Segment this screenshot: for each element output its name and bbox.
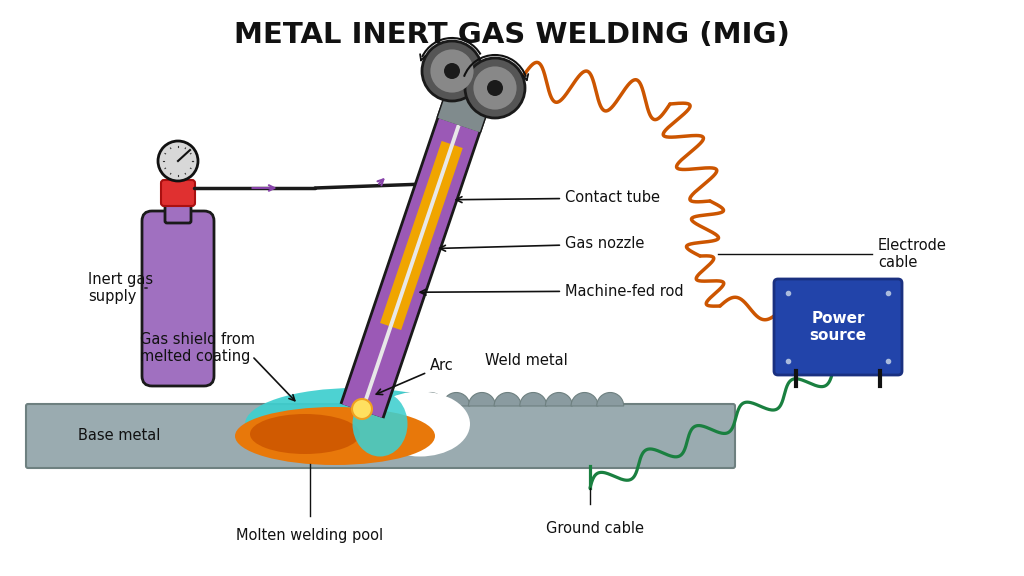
Circle shape: [158, 141, 198, 181]
Wedge shape: [468, 392, 496, 406]
Circle shape: [422, 41, 482, 101]
Wedge shape: [442, 392, 470, 406]
Text: Base metal: Base metal: [78, 429, 161, 444]
Ellipse shape: [250, 414, 360, 454]
Circle shape: [430, 50, 473, 93]
Circle shape: [487, 80, 503, 96]
FancyBboxPatch shape: [26, 404, 735, 468]
Wedge shape: [495, 392, 521, 406]
Circle shape: [444, 63, 460, 79]
Text: Molten welding pool: Molten welding pool: [237, 528, 384, 543]
Text: Power
source: Power source: [809, 311, 866, 343]
Text: Inert gas
supply: Inert gas supply: [88, 272, 154, 304]
Text: Arc: Arc: [376, 358, 454, 395]
FancyBboxPatch shape: [142, 211, 214, 386]
Wedge shape: [417, 392, 444, 406]
Ellipse shape: [352, 392, 408, 457]
Text: METAL INERT GAS WELDING (MIG): METAL INERT GAS WELDING (MIG): [234, 21, 790, 49]
FancyBboxPatch shape: [774, 279, 902, 375]
Wedge shape: [546, 392, 572, 406]
Circle shape: [352, 399, 372, 419]
Circle shape: [465, 58, 525, 118]
Text: Contact tube: Contact tube: [456, 191, 660, 206]
FancyBboxPatch shape: [161, 180, 195, 206]
Wedge shape: [597, 392, 624, 406]
Text: Gas shield from
melted coating: Gas shield from melted coating: [140, 332, 255, 364]
Wedge shape: [571, 392, 598, 406]
Text: Electrode
cable: Electrode cable: [878, 238, 947, 270]
Text: Ground cable: Ground cable: [546, 521, 644, 536]
FancyBboxPatch shape: [165, 201, 191, 223]
Circle shape: [473, 66, 516, 109]
Text: Weld metal: Weld metal: [485, 353, 567, 368]
Text: Machine-fed rod: Machine-fed rod: [420, 283, 684, 298]
Ellipse shape: [370, 392, 470, 457]
Wedge shape: [391, 392, 419, 406]
Wedge shape: [520, 392, 547, 406]
Ellipse shape: [245, 388, 465, 460]
Ellipse shape: [234, 407, 435, 465]
Text: Gas nozzle: Gas nozzle: [439, 237, 644, 252]
